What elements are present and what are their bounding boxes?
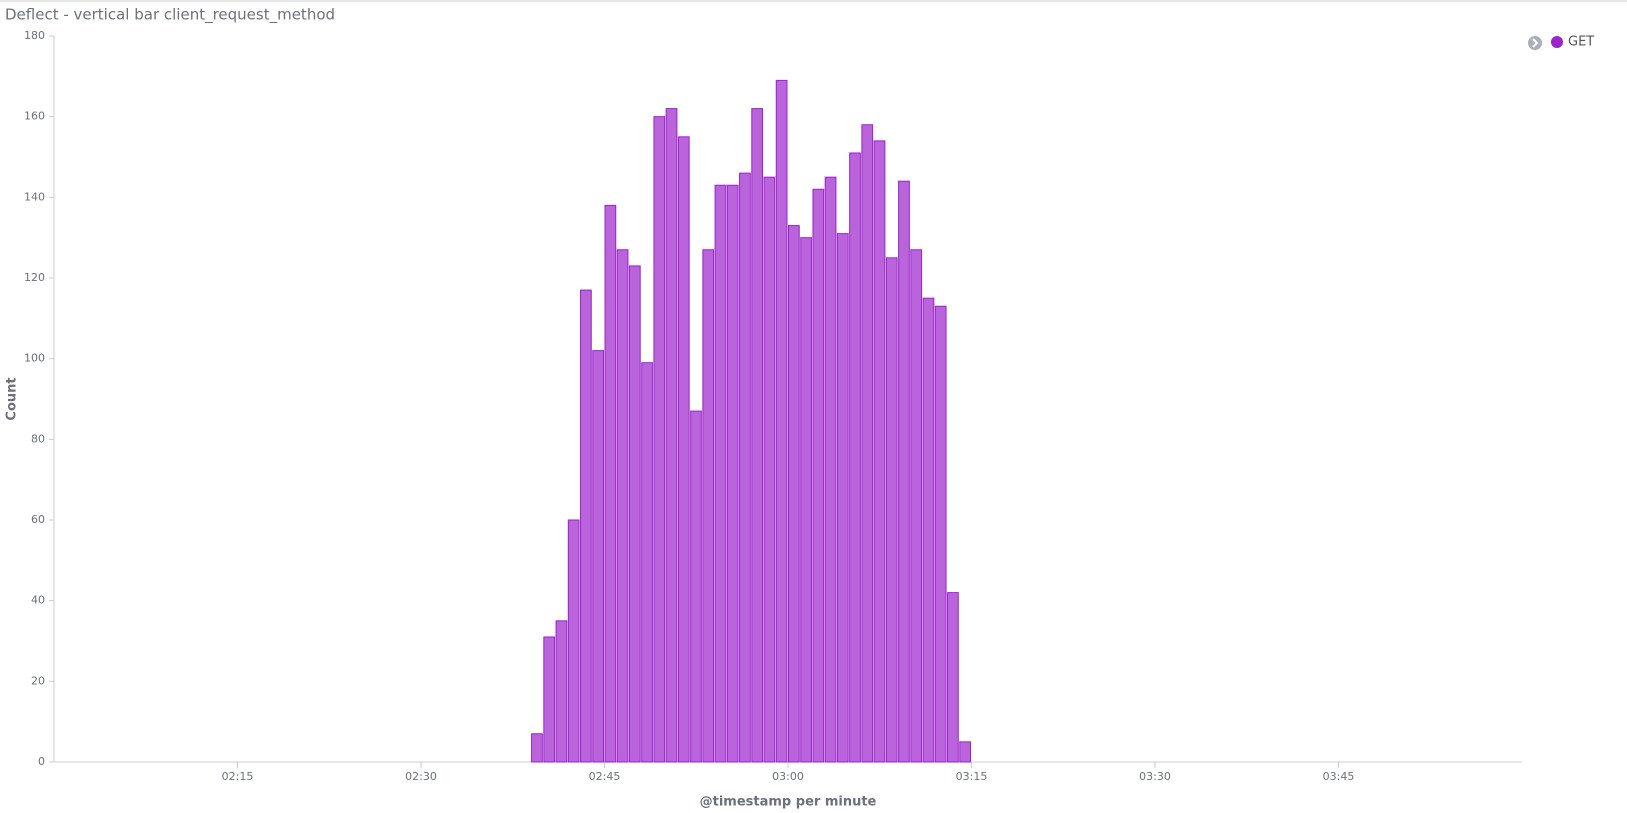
bar	[861, 124, 874, 763]
bar	[616, 249, 629, 763]
bar	[628, 265, 641, 763]
y-tick-label: 20	[31, 674, 45, 687]
bar	[898, 180, 910, 763]
bar	[714, 184, 727, 763]
bar	[604, 204, 617, 763]
bar	[849, 152, 861, 763]
bar	[824, 176, 837, 763]
bar	[751, 108, 764, 763]
bar	[531, 733, 543, 763]
y-tick-label: 80	[31, 432, 45, 445]
bar	[739, 172, 751, 763]
x-tick-label: 03:00	[772, 770, 804, 783]
bar	[873, 140, 886, 763]
y-tick-label: 160	[24, 110, 45, 123]
bar	[677, 136, 690, 763]
bar	[885, 257, 898, 763]
bar	[812, 188, 825, 763]
chart-title: Deflect - vertical bar client_request_me…	[5, 6, 335, 25]
bar	[836, 233, 849, 763]
x-tick-label: 03:45	[1323, 770, 1355, 783]
y-tick-label: 120	[24, 271, 45, 284]
bar	[800, 237, 812, 763]
bar	[788, 225, 800, 763]
bar	[959, 741, 971, 763]
legend-label[interactable]: GET	[1568, 35, 1594, 50]
bar	[641, 362, 653, 763]
y-axis-title: Count	[5, 377, 20, 420]
bar	[665, 108, 678, 763]
bar	[543, 636, 556, 763]
bar	[580, 289, 592, 763]
bar	[922, 297, 935, 763]
x-tick-label: 03:15	[956, 770, 988, 783]
legend-swatch[interactable]	[1551, 36, 1563, 48]
y-tick-label: 40	[31, 594, 45, 607]
y-tick-label: 0	[38, 755, 45, 768]
x-tick-label: 02:15	[222, 770, 254, 783]
bar	[775, 79, 788, 763]
y-tick-label: 100	[24, 352, 45, 365]
bar	[653, 116, 666, 763]
x-tick-label: 02:45	[589, 770, 621, 783]
bar	[934, 305, 947, 763]
bar	[567, 519, 580, 763]
bar	[947, 592, 959, 763]
bar	[726, 184, 739, 763]
bar	[763, 176, 776, 763]
x-axis-title: @timestamp per minute	[700, 795, 877, 810]
bar	[910, 249, 923, 763]
bar	[702, 249, 715, 763]
bar	[555, 620, 568, 763]
y-tick-label: 180	[24, 29, 45, 42]
bar	[690, 410, 702, 763]
y-tick-label: 60	[31, 513, 45, 526]
bar	[592, 350, 604, 763]
legend-toggle[interactable]	[1528, 36, 1542, 50]
y-tick-label: 140	[24, 190, 45, 203]
x-tick-label: 03:30	[1139, 770, 1171, 783]
x-tick-label: 02:30	[405, 770, 437, 783]
